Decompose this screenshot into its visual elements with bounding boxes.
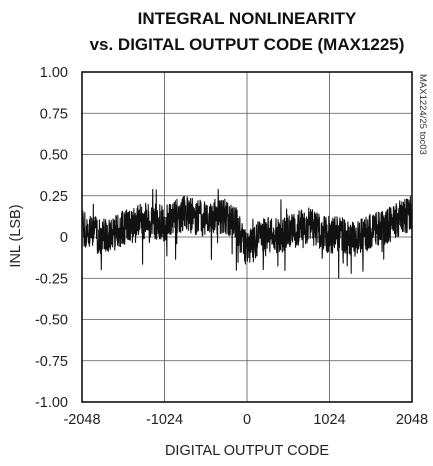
- chart-title-line-1: INTEGRAL NONLINEARITY: [138, 9, 357, 28]
- x-tick-label: 2048: [396, 412, 428, 428]
- series-group: [81, 188, 413, 279]
- inl-series-line: [81, 188, 413, 279]
- x-tick-label: 0: [243, 412, 251, 428]
- x-tick-label: -1024: [146, 412, 183, 428]
- chart-title-line-2: vs. DIGITAL OUTPUT CODE (MAX1225): [90, 35, 405, 54]
- y-tick-label: -0.75: [35, 354, 68, 370]
- plot-frame: [81, 71, 413, 403]
- x-tick-label: 1024: [313, 412, 345, 428]
- y-tick-label: 0: [60, 230, 68, 246]
- x-tick-labels: -2048 -1024 0 1024 2048: [63, 412, 428, 428]
- figure-id: MAX1224/25 toc03: [417, 74, 428, 155]
- y-tick-label: 0.25: [40, 189, 68, 205]
- x-axis-label: DIGITAL OUTPUT CODE: [165, 443, 329, 459]
- y-tick-labels: 1.00 0.75 0.50 0.25 0 -0.25 -0.50 -0.75 -1.00: [35, 65, 68, 411]
- y-tick-label: -0.25: [35, 271, 68, 287]
- y-tick-label: 1.00: [40, 65, 68, 81]
- x-tick-label: -2048: [63, 412, 100, 428]
- y-tick-label: 0.50: [40, 148, 68, 164]
- y-axis-label: INL (LSB): [8, 204, 24, 267]
- grid-lines: [82, 72, 412, 402]
- y-tick-label: -0.50: [35, 313, 68, 329]
- y-tick-label: 0.75: [40, 106, 68, 122]
- y-tick-label: -1.00: [35, 395, 68, 411]
